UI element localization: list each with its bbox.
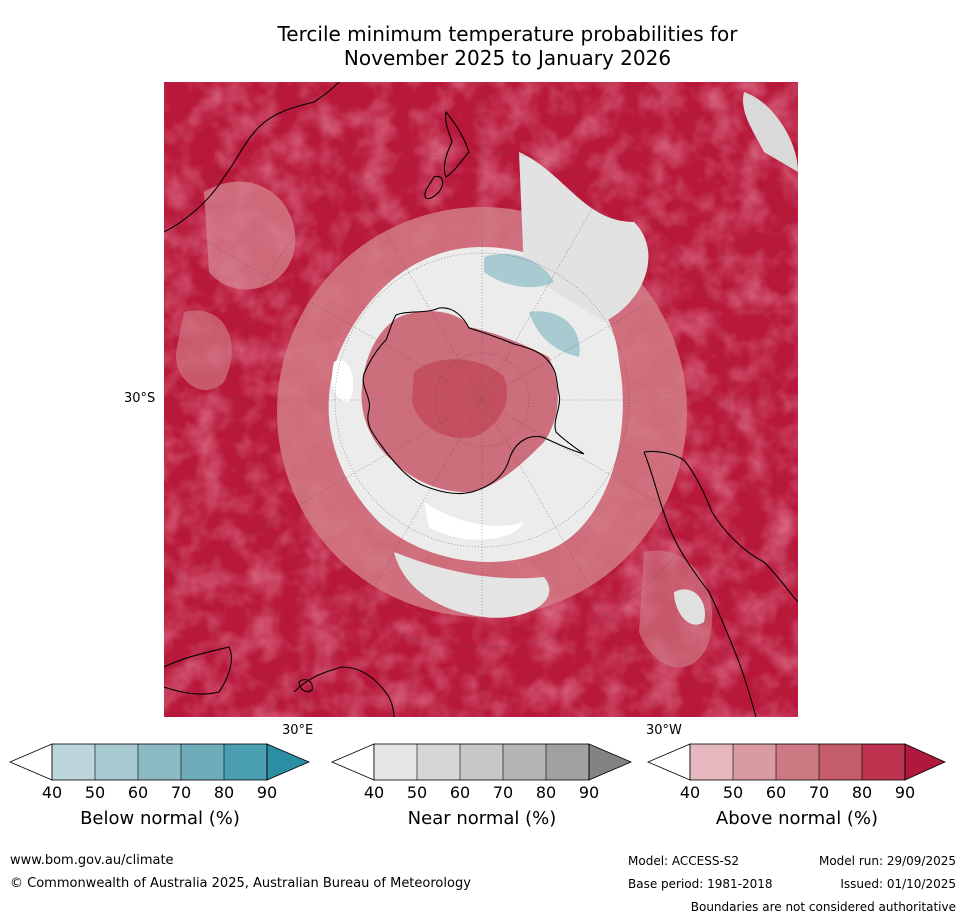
tick-label: 90 bbox=[578, 783, 600, 802]
swatch bbox=[224, 744, 267, 780]
colorbar-swatches bbox=[52, 744, 267, 780]
swatch bbox=[181, 744, 224, 780]
swatch bbox=[460, 744, 503, 780]
tick-label: 80 bbox=[213, 783, 235, 802]
swatch bbox=[546, 744, 589, 780]
tick-label: 60 bbox=[449, 783, 471, 802]
near-normal-corner bbox=[743, 92, 798, 172]
tick-label: 50 bbox=[406, 783, 428, 802]
tick-label: 60 bbox=[127, 783, 149, 802]
swatch bbox=[819, 744, 862, 780]
swatch bbox=[690, 744, 733, 780]
longitude-label-30w: 30°W bbox=[646, 723, 682, 738]
near-normal-patch bbox=[674, 589, 705, 625]
title-line-1: Tercile minimum temperature probabilitie… bbox=[277, 22, 738, 46]
footer-copyright: © Commonwealth of Australia 2025, Austra… bbox=[10, 876, 471, 891]
tick-label: 40 bbox=[41, 783, 63, 802]
swatch bbox=[138, 744, 181, 780]
swatch bbox=[374, 744, 417, 780]
tick-label: 70 bbox=[492, 783, 514, 802]
below-normal-patch bbox=[484, 253, 554, 288]
below-normal-patch bbox=[529, 311, 580, 357]
tick-label: 40 bbox=[679, 783, 701, 802]
title-line-2: November 2025 to January 2026 bbox=[343, 46, 672, 70]
tick-label: 50 bbox=[722, 783, 744, 802]
colorbar-extend-low bbox=[646, 743, 691, 781]
footer-issued: Issued: 01/10/2025 bbox=[840, 877, 956, 891]
tick-label: 50 bbox=[84, 783, 106, 802]
map-svg bbox=[164, 82, 798, 717]
footer-disclaimer: Boundaries are not considered authoritat… bbox=[690, 900, 956, 914]
white-patch bbox=[332, 360, 354, 402]
white-patch bbox=[424, 502, 524, 540]
colorbar-extend-low bbox=[330, 743, 375, 781]
coastlines bbox=[164, 82, 798, 717]
tick-label: 60 bbox=[765, 783, 787, 802]
swatch bbox=[776, 744, 819, 780]
tick-label: 70 bbox=[170, 783, 192, 802]
colorbar-swatches bbox=[690, 744, 905, 780]
footer-model-run: Model run: 29/09/2025 bbox=[818, 854, 956, 868]
colorbar-label-below: Below normal (%) bbox=[80, 808, 240, 829]
colorbar-above-normal bbox=[646, 743, 948, 781]
longitude-label-30e: 30°E bbox=[282, 723, 314, 738]
colorbar-swatches bbox=[374, 744, 589, 780]
swatch bbox=[733, 744, 776, 780]
colorbar-extend-high bbox=[904, 743, 946, 781]
swatch bbox=[862, 744, 905, 780]
pink-patch bbox=[639, 550, 713, 668]
colorbar-label-above: Above normal (%) bbox=[715, 808, 879, 829]
footer-model: Model: ACCESS-S2 bbox=[628, 854, 740, 868]
pink-patch bbox=[175, 310, 232, 391]
latitude-label-30s: 30°S bbox=[124, 391, 156, 406]
tick-label: 70 bbox=[808, 783, 830, 802]
swatch bbox=[417, 744, 460, 780]
antarctica-core bbox=[412, 359, 508, 438]
tick-label: 90 bbox=[894, 783, 916, 802]
graticule bbox=[164, 82, 798, 717]
swatch bbox=[52, 744, 95, 780]
footer-base-period: Base period: 1981-2018 bbox=[628, 877, 773, 891]
map-title: Tercile minimum temperature probabilitie… bbox=[160, 22, 855, 70]
footer-url[interactable]: www.bom.gov.au/climate bbox=[10, 853, 174, 868]
colorbar-near-normal bbox=[330, 743, 633, 781]
colorbar-extend-high bbox=[266, 743, 311, 781]
swatch bbox=[503, 744, 546, 780]
colorbar-label-near: Near normal (%) bbox=[407, 808, 557, 829]
near-normal-lobe bbox=[394, 552, 550, 618]
swatch bbox=[95, 744, 138, 780]
colorbar-extend-low bbox=[8, 743, 53, 781]
pink-patch bbox=[204, 181, 296, 290]
colorbar-below-normal bbox=[8, 743, 311, 781]
colorbar-extend-high bbox=[588, 743, 633, 781]
tick-label: 80 bbox=[851, 783, 873, 802]
tick-label: 80 bbox=[535, 783, 557, 802]
tick-label: 40 bbox=[363, 783, 385, 802]
tick-label: 90 bbox=[256, 783, 278, 802]
polar-probability-map[interactable] bbox=[164, 82, 798, 717]
